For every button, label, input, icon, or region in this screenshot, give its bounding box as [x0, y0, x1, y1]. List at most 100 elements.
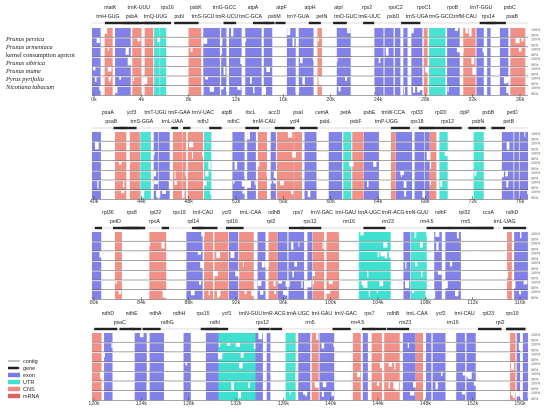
axis-tick-label: 12k	[232, 97, 241, 103]
identity-dip	[203, 180, 207, 186]
gene-label: trnE-UUC	[358, 14, 381, 20]
identity-dip	[384, 132, 387, 136]
percent-label: 50%	[531, 196, 539, 200]
feature-band	[415, 333, 423, 401]
identity-dip	[250, 76, 252, 84]
identity-dip	[471, 57, 475, 65]
gene-label: trnD-GUC	[334, 14, 357, 20]
identity-dip	[291, 190, 294, 195]
identity-dip	[435, 232, 440, 237]
axis-tick-label: 136k	[278, 401, 290, 407]
identity-dip	[426, 151, 431, 160]
identity-dip	[233, 180, 235, 184]
identity-dip	[504, 270, 509, 278]
gene-label: rpl20	[435, 110, 447, 116]
identity-dip	[94, 76, 97, 83]
percent-label: 100%	[531, 242, 541, 246]
identity-dip	[481, 362, 486, 367]
gene-arrow	[387, 327, 410, 331]
gene-label: ycf3	[127, 110, 137, 116]
identity-dip	[107, 47, 110, 51]
identity-dip	[482, 47, 487, 53]
identity-dip	[307, 280, 312, 288]
percent-label: 50%	[531, 348, 539, 352]
gene-arrow	[126, 226, 146, 230]
identity-dip	[322, 132, 326, 140]
gene-arrow	[142, 327, 161, 331]
identity-dip	[377, 381, 380, 386]
identity-dip	[478, 391, 481, 395]
feature-band	[257, 132, 268, 200]
legend-label: exon	[23, 373, 35, 379]
percent-label: 100%	[531, 28, 541, 32]
percent-label: 100%	[531, 391, 541, 395]
feature-band	[311, 333, 319, 401]
identity-dip	[462, 371, 467, 376]
identity-dip	[422, 190, 426, 198]
feature-band	[204, 132, 212, 200]
gene-label: trnI-CAU	[193, 210, 213, 216]
identity-dip	[358, 76, 361, 80]
axis-tick-label: 116k	[515, 300, 526, 306]
identity-dip	[312, 280, 314, 285]
gene-arrow	[368, 327, 387, 331]
identity-dip	[472, 232, 477, 238]
gene-arrow	[209, 126, 222, 130]
percent-label: 50%	[531, 53, 539, 57]
feature-band	[183, 333, 191, 401]
gene-label: psbA	[126, 14, 138, 20]
identity-dip	[292, 151, 296, 158]
feature-band	[384, 28, 394, 96]
feature-band	[172, 132, 182, 200]
gene-label: rpl2	[496, 320, 505, 326]
identity-dip	[498, 132, 501, 136]
identity-dip	[503, 76, 508, 84]
gene-arrow	[94, 226, 103, 230]
feature-band	[487, 28, 491, 96]
percent-label: 100%	[531, 362, 541, 366]
identity-dip	[199, 280, 202, 285]
percent-label: 100%	[531, 161, 541, 165]
percent-label: 50%	[531, 157, 539, 161]
identity-dip	[147, 241, 151, 246]
identity-dip	[524, 132, 526, 137]
identity-dip	[189, 141, 194, 148]
identity-dip	[110, 180, 114, 184]
identity-dip	[173, 261, 176, 268]
identity-dip	[324, 180, 326, 186]
identity-dip	[404, 190, 407, 197]
percent-label: 100%	[531, 132, 541, 136]
identity-dip	[181, 190, 185, 198]
axis-tick-label: 112k	[467, 300, 478, 306]
identity-dip	[459, 180, 464, 190]
identity-dip	[178, 66, 180, 70]
gene-label: psbK	[190, 5, 202, 11]
feature-band	[445, 232, 461, 300]
identity-dip	[415, 261, 418, 267]
percent-label: 100%	[531, 343, 541, 347]
identity-dip	[527, 190, 530, 195]
identity-dip	[142, 261, 144, 269]
percent-label: 50%	[531, 286, 539, 290]
feature-band	[204, 232, 214, 300]
identity-dip	[242, 261, 244, 268]
percent-label: 100%	[531, 190, 541, 194]
gene-label: trnfM-CAU	[452, 14, 477, 20]
identity-dip	[414, 232, 417, 238]
identity-dip	[445, 381, 448, 386]
identity-dip	[362, 76, 367, 85]
identity-dip	[518, 47, 522, 52]
identity-dip	[119, 76, 122, 80]
identity-dip	[473, 381, 478, 386]
identity-dip	[208, 161, 211, 170]
feature-band	[228, 232, 239, 300]
gene-label: trnM-CAU	[253, 119, 276, 125]
feature-band	[312, 232, 325, 300]
identity-dip	[334, 342, 338, 347]
feature-band	[186, 232, 203, 300]
percent-label: 50%	[531, 138, 539, 142]
identity-dip	[384, 251, 388, 259]
identity-dip	[166, 342, 170, 348]
identity-dip	[354, 28, 357, 35]
feature-band	[403, 28, 408, 96]
